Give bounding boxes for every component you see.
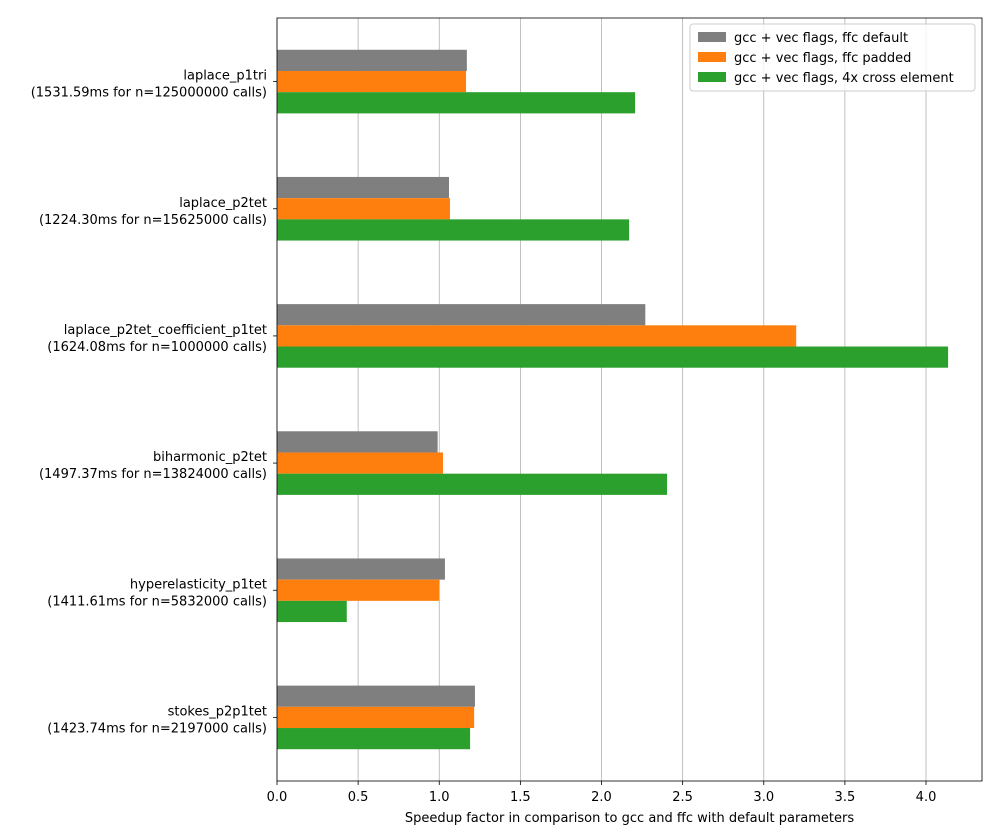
x-tick-label: 3.5 [835, 790, 856, 805]
category-sublabel: (1224.30ms for n=15625000 calls) [39, 213, 267, 228]
x-tick-label: 0.5 [348, 790, 369, 805]
bar-2-2 [277, 346, 949, 368]
x-tick-label: 3.0 [753, 790, 774, 805]
category-label: biharmonic_p2tet [153, 450, 267, 465]
legend-swatch [698, 72, 726, 82]
category-label: laplace_p1tri [183, 69, 267, 84]
bar-1-1 [277, 198, 450, 220]
x-tick-label: 2.0 [591, 790, 612, 805]
legend-label: gcc + vec flags, ffc padded [734, 51, 911, 66]
bar-3-0 [277, 431, 438, 453]
bar-1-2 [277, 219, 630, 241]
axes-frame [276, 17, 983, 782]
bar-0-1 [277, 70, 467, 93]
legend-swatch [698, 52, 726, 62]
category-sublabel: (1531.59ms for n=125000000 calls) [31, 86, 267, 101]
x-tick-label: 0.0 [267, 790, 288, 805]
bar-5-2 [277, 728, 471, 750]
bar-2-0 [277, 304, 646, 326]
bar-4-2 [277, 600, 347, 623]
bar-5-1 [277, 706, 475, 729]
category-label: laplace_p2tet_coefficient_p1tet [64, 323, 267, 338]
bar-0-0 [277, 49, 467, 71]
bar-4-1 [277, 579, 440, 601]
bar-3-1 [277, 452, 443, 474]
x-tick-label: 1.0 [429, 790, 450, 805]
category-label: laplace_p2tet [179, 196, 267, 211]
category-sublabel: (1497.37ms for n=13824000 calls) [39, 467, 267, 482]
legend-swatch [698, 32, 726, 42]
bar-4-0 [277, 558, 445, 580]
bar-2-1 [277, 325, 797, 347]
bar-3-2 [277, 473, 668, 495]
bar-5-0 [277, 685, 475, 707]
legend-label: gcc + vec flags, 4x cross element [734, 71, 954, 86]
category-sublabel: (1411.61ms for n=5832000 calls) [47, 594, 267, 609]
legend-box [689, 23, 976, 92]
category-label: stokes_p2p1tet [168, 704, 267, 719]
category-sublabel: (1624.08ms for n=1000000 calls) [47, 340, 267, 355]
x-tick-label: 4.0 [916, 790, 937, 805]
bar-0-2 [277, 92, 636, 114]
x-tick-label: 1.5 [510, 790, 531, 805]
category-sublabel: (1423.74ms for n=2197000 calls) [47, 721, 267, 736]
legend-label: gcc + vec flags, ffc default [734, 31, 908, 46]
x-axis-label: Speedup factor in comparison to gcc and … [405, 811, 855, 826]
x-tick-label: 2.5 [672, 790, 693, 805]
bar-1-0 [277, 176, 449, 199]
category-label: hyperelasticity_p1tet [130, 577, 267, 592]
